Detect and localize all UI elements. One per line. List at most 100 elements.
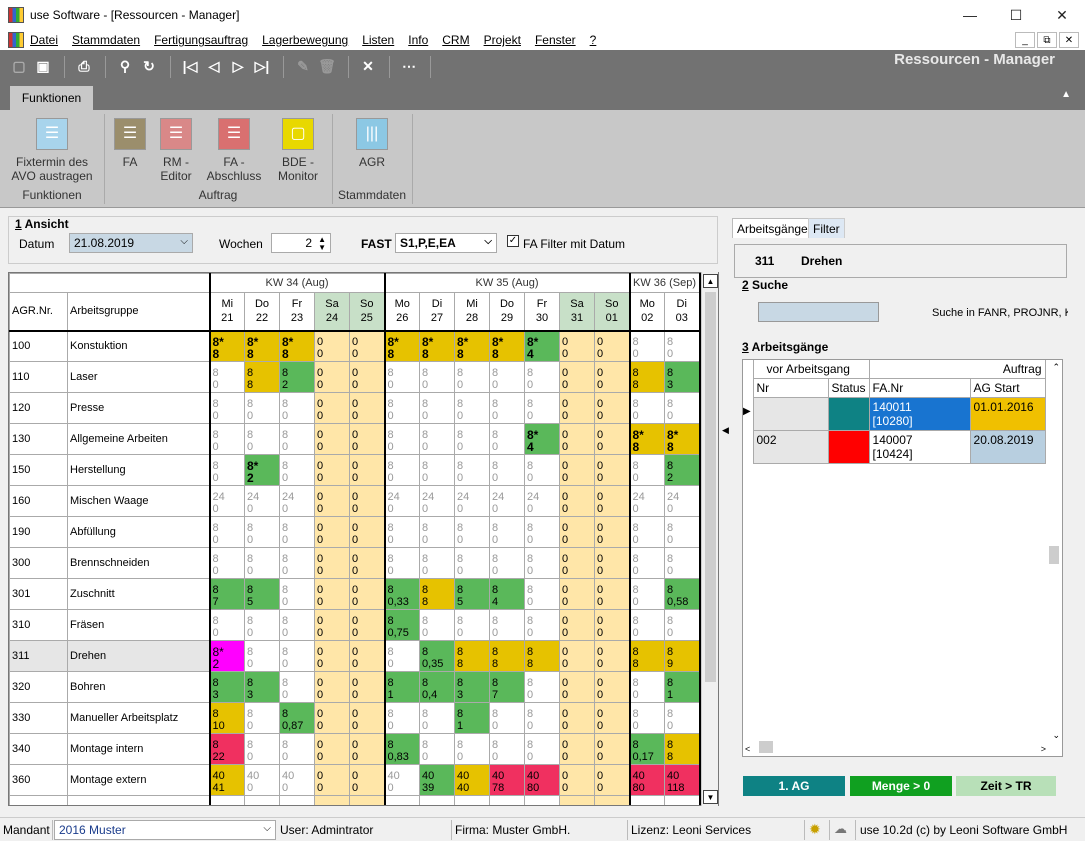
capacity-cell[interactable]: 8 0,75 xyxy=(384,609,420,641)
capacity-cell[interactable]: 8* 8 xyxy=(209,330,245,362)
menu-listen[interactable]: Listen xyxy=(362,33,395,47)
first-ag-button[interactable]: 1. AG xyxy=(743,776,845,796)
table-row[interactable]: 310 Fräsen 8 0 8 0 8 0 0 0 0 0 8 0,75 8 0 8 0 8 0 8 0 0 0 0 0 8 0 8 0 xyxy=(9,609,701,641)
capacity-cell[interactable]: 40 40 xyxy=(454,764,490,796)
mandant-select[interactable]: 2016 Muster ⌵ xyxy=(54,820,276,840)
day-header[interactable]: Do 22 xyxy=(244,292,280,332)
mdi-close-icon[interactable]: ✕ xyxy=(1059,32,1079,48)
capacity-cell[interactable]: 40 41 xyxy=(209,764,245,796)
tab-filter[interactable]: Filter xyxy=(808,218,845,238)
print-icon[interactable]: ⎙ xyxy=(78,58,90,74)
table-row[interactable]: 150 Herstellung 8 0 8* 2 8 0 0 0 0 0 8 0 8 0 8 0 8 0 8 0 0 0 0 0 8… xyxy=(9,454,701,486)
capacity-cell[interactable]: 24 xyxy=(384,795,420,805)
table-row[interactable]: 360 Montage extern 40 41 40 0 40 0 0 0 0 0 40 0 40 39 40… xyxy=(9,764,701,796)
fa-button[interactable]: ☰ FA xyxy=(112,110,148,169)
more-icon[interactable]: ⋯ xyxy=(402,58,416,74)
minimize-button[interactable]: — xyxy=(963,7,977,23)
capacity-cell[interactable]: 8* 2 xyxy=(244,454,280,486)
fa-filter-checkbox[interactable]: ✓ xyxy=(507,235,519,247)
capacity-cell[interactable]: 8* 4 xyxy=(524,330,560,362)
table-row[interactable]: 130 Allgemeine Arbeiten 8 0 8 0 8 0 0 0 0 0 8 0 8 0 8 0 8 0… xyxy=(9,423,701,455)
capacity-cell[interactable]: 8* 2 xyxy=(209,640,245,672)
agr-button[interactable]: ||| AGR xyxy=(340,110,404,169)
ag-scroll-right-icon[interactable]: > xyxy=(1040,744,1046,754)
capacity-cell[interactable]: 24 xyxy=(244,795,280,805)
ag-row[interactable]: ▶ 140011 [10280] 01.01.2016 xyxy=(743,397,1046,431)
fa-abschluss-button[interactable]: ☰ FA - Abschluss xyxy=(204,110,264,183)
tab-funktionen[interactable]: Funktionen xyxy=(10,86,93,110)
capacity-cell[interactable]: 24 0 xyxy=(384,485,420,517)
day-header[interactable]: So 01 xyxy=(594,292,631,332)
wochen-spinner[interactable]: 2 ▲ ▼ xyxy=(271,233,331,253)
suche-input[interactable] xyxy=(758,302,879,322)
capacity-cell[interactable]: 8 0,87 xyxy=(279,702,315,734)
ag-hscroll-thumb[interactable] xyxy=(759,741,773,753)
capacity-cell[interactable]: 40 0 xyxy=(384,764,420,796)
day-header[interactable]: Sa 31 xyxy=(559,292,595,332)
capacity-cell[interactable]: 40 39 xyxy=(419,764,455,796)
capacity-cell[interactable]: 24 xyxy=(524,795,560,805)
cancel-icon[interactable]: ✕ xyxy=(362,58,374,74)
col-status[interactable]: Status xyxy=(827,378,870,398)
pencil-icon[interactable]: ✎ xyxy=(297,58,309,74)
rm-editor-button[interactable]: ☰ RM - Editor xyxy=(154,110,198,183)
table-row[interactable]: 100 Konstuktion 8* 8 8* 8 8* 8 0 0 0 0 8* 8 8* 8 8* 8 8* 8 8… xyxy=(9,330,701,362)
capacity-cell[interactable]: 8* 8 xyxy=(419,330,455,362)
prev-record-icon[interactable]: ◁ xyxy=(208,58,220,74)
capacity-cell[interactable]: 40 78 xyxy=(489,764,525,796)
table-row[interactable]: 330 Manueller Arbeitsplatz 8 10 8 0 8 0,87 0 0 0 0 8… xyxy=(9,702,701,734)
capacity-cell[interactable]: 24 0 xyxy=(419,485,455,517)
